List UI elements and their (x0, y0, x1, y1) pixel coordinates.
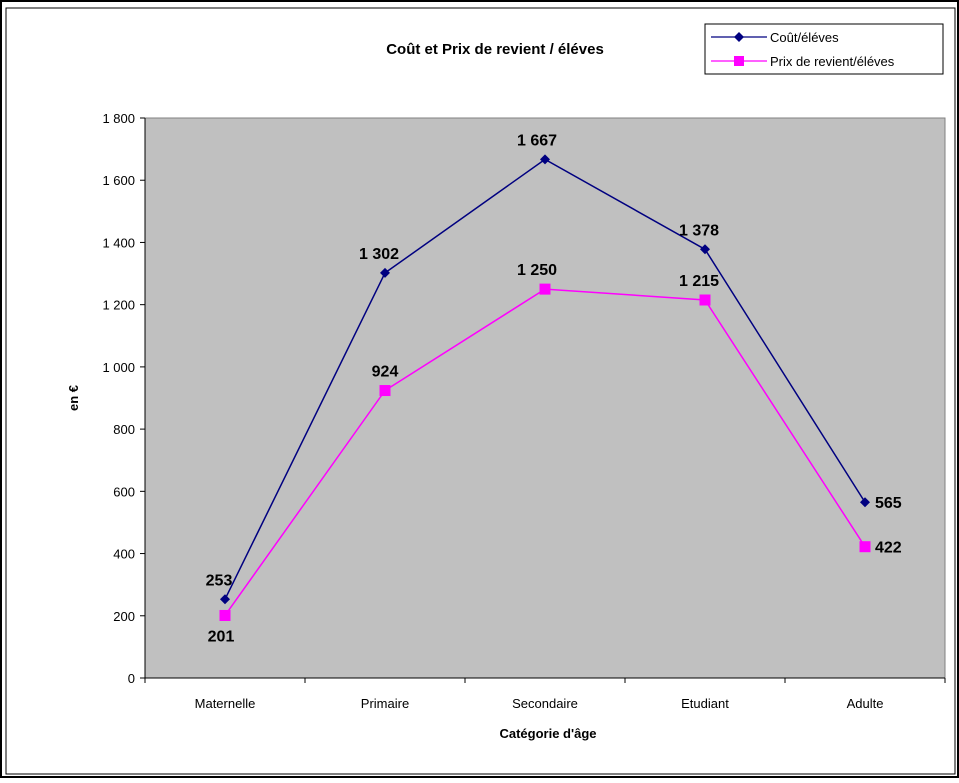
data-label: 1 667 (517, 132, 557, 149)
x-tick-label: Etudiant (681, 696, 729, 711)
x-tick-label: Primaire (361, 696, 409, 711)
y-tick-label: 200 (113, 609, 135, 624)
y-axis-ticks: 0 200 400 600 800 1 000 1 200 1 400 1 600 1 800 (102, 111, 145, 686)
y-tick-label: 1 000 (102, 360, 135, 375)
legend-label-series-1: Prix de revient/éléves (770, 54, 895, 69)
x-tick-label: Secondaire (512, 696, 578, 711)
x-tick-label: Maternelle (195, 696, 256, 711)
series-layer (219, 154, 871, 621)
data-label: 924 (372, 364, 399, 381)
y-tick-label: 0 (128, 671, 135, 686)
y-tick-label: 1 600 (102, 173, 135, 188)
data-label: 422 (875, 540, 902, 557)
y-tick-label: 1 400 (102, 235, 135, 250)
data-point-diamond[interactable] (540, 154, 550, 165)
y-tick-label: 1 800 (102, 111, 135, 126)
chart-title: Coût et Prix de revient / éléves (386, 41, 604, 58)
data-label: 253 (206, 572, 233, 589)
data-point-diamond[interactable] (700, 244, 710, 255)
data-point-square[interactable] (699, 294, 711, 306)
x-axis-ticks: Maternelle Primaire Secondaire Etudiant Adul… (144, 678, 946, 711)
data-label: 1 378 (679, 222, 719, 239)
x-tick-label: Adulte (847, 696, 884, 711)
plot-area (144, 117, 946, 679)
data-point-square[interactable] (859, 541, 871, 553)
inner-frame (5, 7, 956, 775)
legend-label-series-0: Coût/éléves (770, 30, 839, 45)
y-tick-label: 1 200 (102, 298, 135, 313)
data-label: 1 250 (517, 262, 557, 279)
y-tick-label: 400 (113, 547, 135, 562)
data-point-square[interactable] (379, 385, 391, 397)
data-point-diamond[interactable] (220, 594, 230, 605)
data-point-diamond[interactable] (860, 497, 870, 508)
data-point-diamond[interactable] (380, 267, 390, 278)
data-point-square[interactable] (539, 283, 551, 295)
legend-marker-diamond (734, 32, 744, 42)
data-label: 201 (208, 628, 235, 645)
data-label: 1 215 (679, 273, 719, 290)
legend[interactable]: Coût/éléves Prix de revient/éléves (704, 23, 944, 75)
y-tick-label: 800 (113, 422, 135, 437)
legend-marker-square (734, 56, 744, 66)
legend-box (704, 23, 944, 75)
y-tick-label: 600 (113, 484, 135, 499)
data-label: 565 (875, 495, 902, 512)
data-label: 1 302 (359, 246, 399, 263)
y-axis-title: en € (66, 385, 81, 411)
x-axis-title: Catégorie d'âge (499, 726, 596, 741)
data-labels-layer: 253 1 302 1 667 1 378 565 201 924 1 250 1 215 422 (206, 132, 902, 645)
data-point-square[interactable] (219, 609, 231, 621)
